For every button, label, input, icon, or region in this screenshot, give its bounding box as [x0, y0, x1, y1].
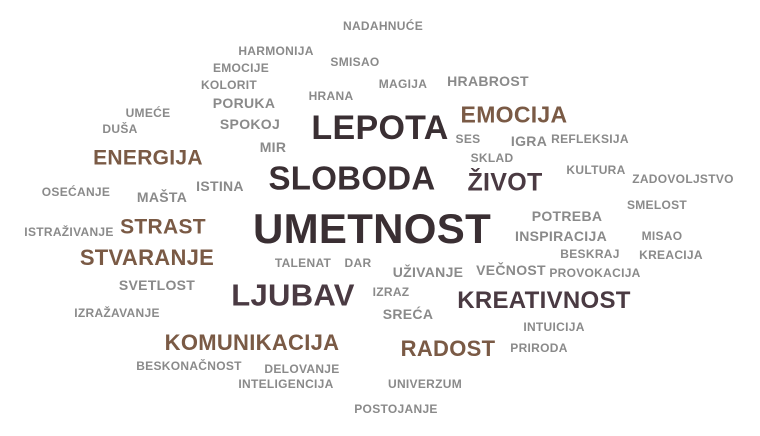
word: DAR — [344, 256, 372, 270]
word: ISTRAŽIVANJE — [24, 225, 114, 239]
word: EMOCIJE — [212, 61, 270, 75]
word: IZRAŽAVANJE — [74, 306, 160, 320]
word: PRIRODA — [510, 341, 568, 355]
word: INTUICIJA — [523, 320, 585, 334]
word: KOLORIT — [200, 78, 258, 92]
word: MIR — [259, 139, 287, 155]
word: LEPOTA — [311, 109, 449, 147]
word: TALENAT — [274, 256, 332, 270]
word: UŽIVANJE — [392, 264, 464, 280]
word: IGRA — [510, 133, 548, 149]
word: KOMUNIKACIJA — [164, 330, 340, 355]
word: UMEĆE — [125, 106, 171, 120]
word: SVETLOST — [118, 277, 196, 293]
word: SPOKOJ — [219, 116, 281, 132]
word: ZADOVOLJSTVO — [632, 172, 734, 186]
word: NADAHNUĆE — [342, 19, 424, 33]
word: BESKONAČNOST — [136, 359, 242, 373]
word: SMISAO — [330, 55, 380, 69]
word: BESKRAJ — [560, 247, 620, 261]
word: ENERGIJA — [93, 146, 203, 170]
word: IZRAZ — [372, 285, 410, 299]
word: DUŠA — [102, 122, 138, 136]
word: MAŠTA — [136, 189, 188, 205]
word: KREACIJA — [639, 248, 703, 262]
word: HARMONIJA — [238, 44, 314, 58]
word: RADOST — [400, 336, 496, 361]
word: ISTINA — [196, 178, 244, 194]
word: REFLEKSIJA — [551, 132, 629, 146]
word: VEČNOST — [476, 262, 546, 278]
word: HRANA — [308, 89, 354, 103]
word: SES — [455, 132, 481, 146]
word: SMELOST — [626, 198, 688, 212]
word: OSEĆANJE — [41, 185, 111, 199]
word: POSTOJANJE — [354, 402, 438, 416]
word: STVARANJE — [79, 245, 215, 270]
word: SREĆA — [382, 306, 434, 322]
word: SKLAD — [470, 151, 514, 165]
word: ŽIVOT — [467, 168, 543, 197]
word: LJUBAV — [231, 277, 355, 313]
word: DELOVANJE — [264, 362, 340, 376]
word: HRABROST — [447, 73, 529, 89]
word: UNIVERZUM — [387, 377, 463, 391]
word: INTELIGENCIJA — [238, 377, 334, 391]
word: UMETNOST — [252, 205, 492, 252]
word: KREATIVNOST — [457, 287, 631, 314]
word: PROVOKACIJA — [549, 266, 641, 280]
word: EMOCIJA — [460, 101, 568, 128]
word: SLOBODA — [268, 159, 436, 197]
word: KULTURA — [566, 163, 626, 177]
word: STRAST — [120, 215, 206, 239]
word: MISAO — [641, 229, 683, 243]
word: INSPIRACIJA — [515, 228, 607, 244]
word: MAGIJA — [378, 77, 428, 91]
word: PORUKA — [212, 95, 276, 111]
word: POTREBA — [531, 208, 603, 224]
